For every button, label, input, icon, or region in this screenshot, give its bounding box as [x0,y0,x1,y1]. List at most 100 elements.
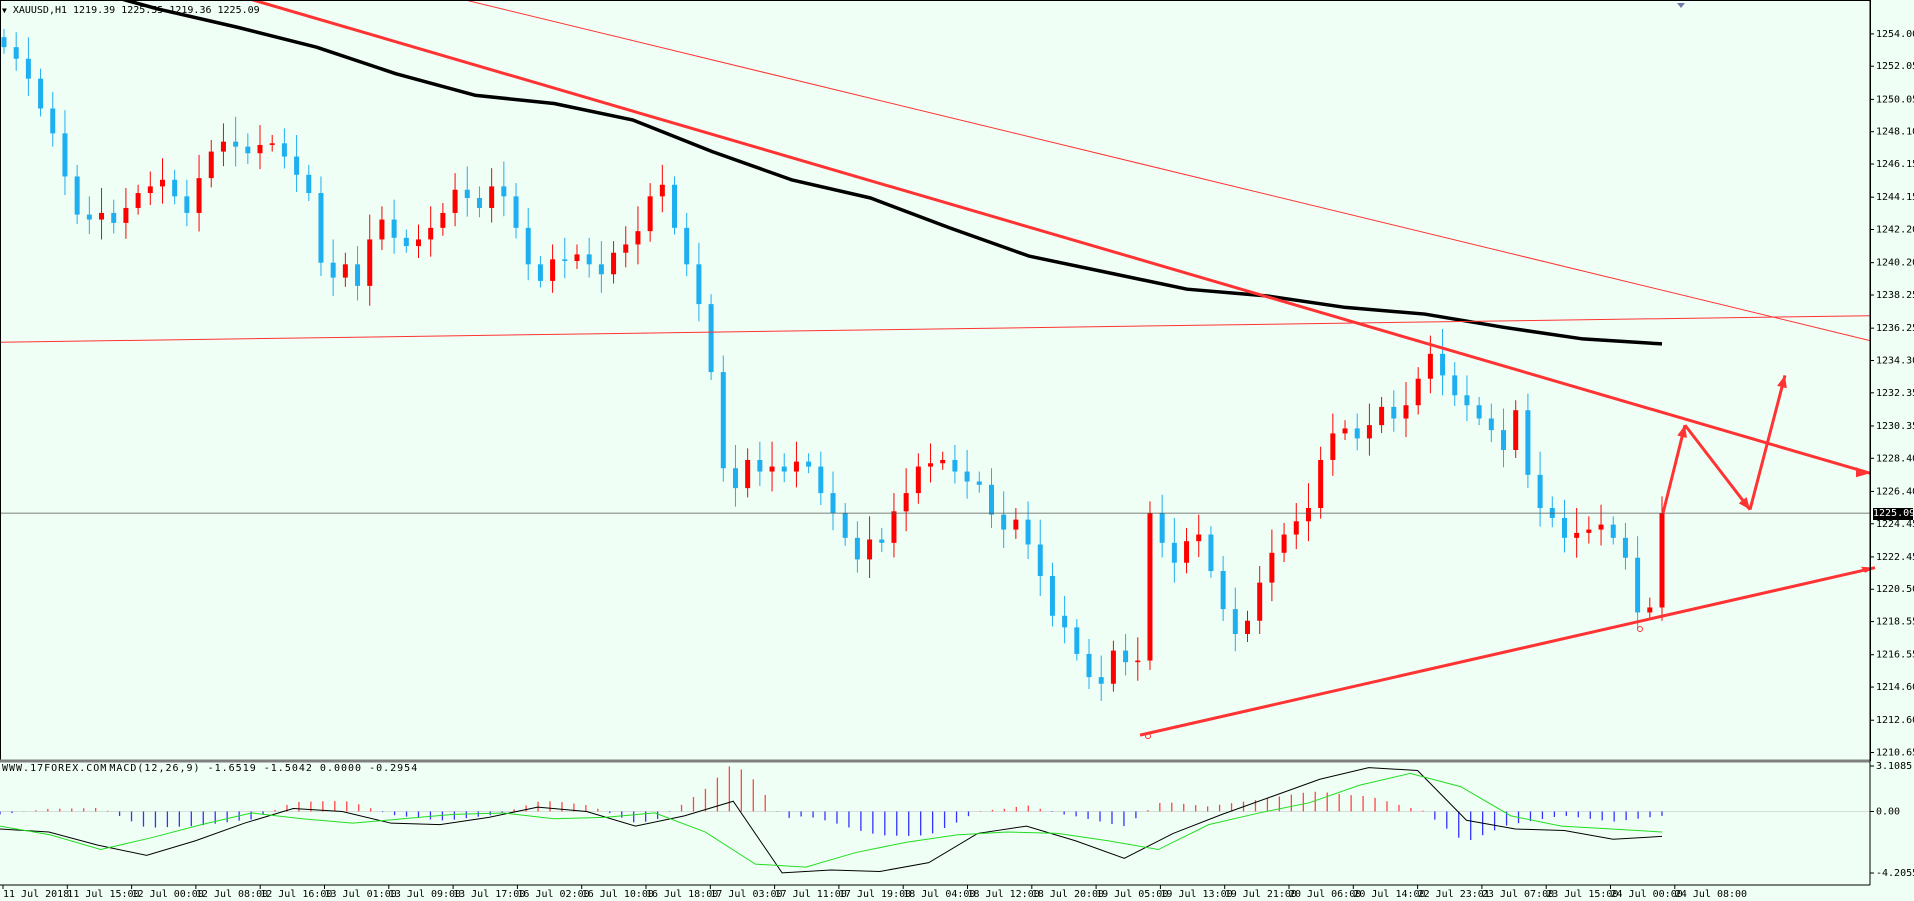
candle-body [586,254,592,265]
forecast-segment [1661,424,1687,514]
x-tick-label: 24 Jul 08:00 [1675,889,1747,900]
candle-body [976,481,982,485]
candle-body [1354,428,1360,439]
candle-body [1440,353,1446,376]
y-tick-label: 1230.35 [1876,421,1914,432]
candle-body [1537,474,1543,509]
shift-marker-icon [1677,3,1685,8]
y-tick-label: 1222.45 [1876,552,1914,563]
candle-body [1488,418,1494,431]
y-tick-label: 1242.20 [1876,225,1914,236]
candle-body [294,156,300,175]
triangle-down-icon: ▼ [2,5,7,15]
horizontal-level-line [0,315,1871,343]
candle-body [1379,406,1385,426]
candle-body [62,133,68,177]
candle-body [1622,537,1628,558]
candle-body [854,537,860,560]
candle-body [1330,433,1336,460]
y-tick-label: 1226.40 [1876,486,1914,497]
candle-body [562,259,568,262]
x-tick-label: 12 Jul 08:00 [196,889,268,900]
x-tick-label: 19 Jul 21:00 [1225,889,1297,900]
candle-body [74,176,80,215]
macd-y-tick-label: -4.2055 [1876,868,1914,879]
candle-body [1232,609,1238,635]
candle-body [13,47,19,59]
candle-body [342,264,348,278]
macd-header: WWW.17FOREX.COM MACD(12,26,9) -1.6519 -1… [2,763,418,777]
current-price-tag: 1225.09 [1873,508,1914,520]
candle-body [525,227,531,265]
candle-body [416,239,421,247]
candle-body [1391,406,1397,419]
candle-body [355,264,361,286]
candle-body [1171,542,1177,563]
candle-body [793,461,799,472]
macd-y-tick-label: 3.1085 [1876,761,1912,772]
candle-body [647,196,653,232]
candle-body [476,198,482,208]
candle-body [1135,660,1141,663]
x-tick-label: 11 Jul 2018 [3,889,69,900]
candle-body [806,461,812,467]
candle-body [208,151,214,179]
x-tick-label: 20 Jul 14:00 [1353,889,1425,900]
header-bar: ▼ XAUUSD,H1 1219.39 1225.55 1219.36 1225… [2,3,260,17]
candle-body [611,252,617,275]
candle-body [1427,353,1433,379]
candle-body [257,144,263,154]
y-tick-label: 1218.55 [1876,617,1914,628]
candle-body [269,143,275,145]
candle-body [428,227,434,240]
support-touch-point [1637,626,1643,633]
macd-signal-line [0,772,1663,868]
candle-body [1598,524,1604,530]
candle-body [391,219,397,238]
forecast-arrow-head [1738,497,1750,510]
candle-body [1013,519,1019,530]
candle-body [1342,428,1348,434]
candle-body [879,539,885,543]
candle-body [550,259,556,281]
y-tick-label: 1246.15 [1876,159,1914,170]
x-tick-label: 23 Jul 07:00 [1482,889,1554,900]
candle-body [867,539,873,560]
candle-body [684,227,690,265]
candle-body [928,463,934,467]
candle-body [1293,521,1299,535]
x-tick-label: 17 Jul 11:00 [775,889,847,900]
x-tick-label: 16 Jul 18:00 [646,889,718,900]
candle-body [135,193,141,208]
y-tick-label: 1224.45 [1876,519,1914,530]
candle-body [1245,620,1250,635]
candle-body [513,196,519,228]
candle-body [659,184,665,197]
candle-body [1586,529,1592,533]
candle-body [1147,512,1153,661]
candle-body [635,231,641,245]
y-tick-label: 1220.50 [1876,584,1914,595]
forecast-arrow-head [1677,425,1687,438]
candle-body [501,186,507,197]
candle-body [1,37,7,48]
x-tick-label: 17 Jul 19:00 [839,889,911,900]
y-tick-label: 1250.05 [1876,94,1914,105]
candle-body [915,466,921,494]
y-tick-label: 1214.60 [1876,682,1914,693]
candle-body [672,184,678,228]
candle-body [964,471,970,482]
y-tick-label: 1234.30 [1876,355,1914,366]
candle-body [1476,405,1482,419]
candle-body [147,186,153,194]
y-tick-label: 1252.05 [1876,61,1914,72]
x-tick-label: 16 Jul 10:00 [582,889,654,900]
candle-body [1208,534,1214,572]
candle-body [1366,425,1372,439]
candle-body [1305,508,1311,522]
x-tick-label: 12 Jul 00:00 [132,889,204,900]
x-tick-label: 24 Jul 00:00 [1611,889,1683,900]
candle-body [745,459,751,489]
candle-body [1037,544,1043,576]
